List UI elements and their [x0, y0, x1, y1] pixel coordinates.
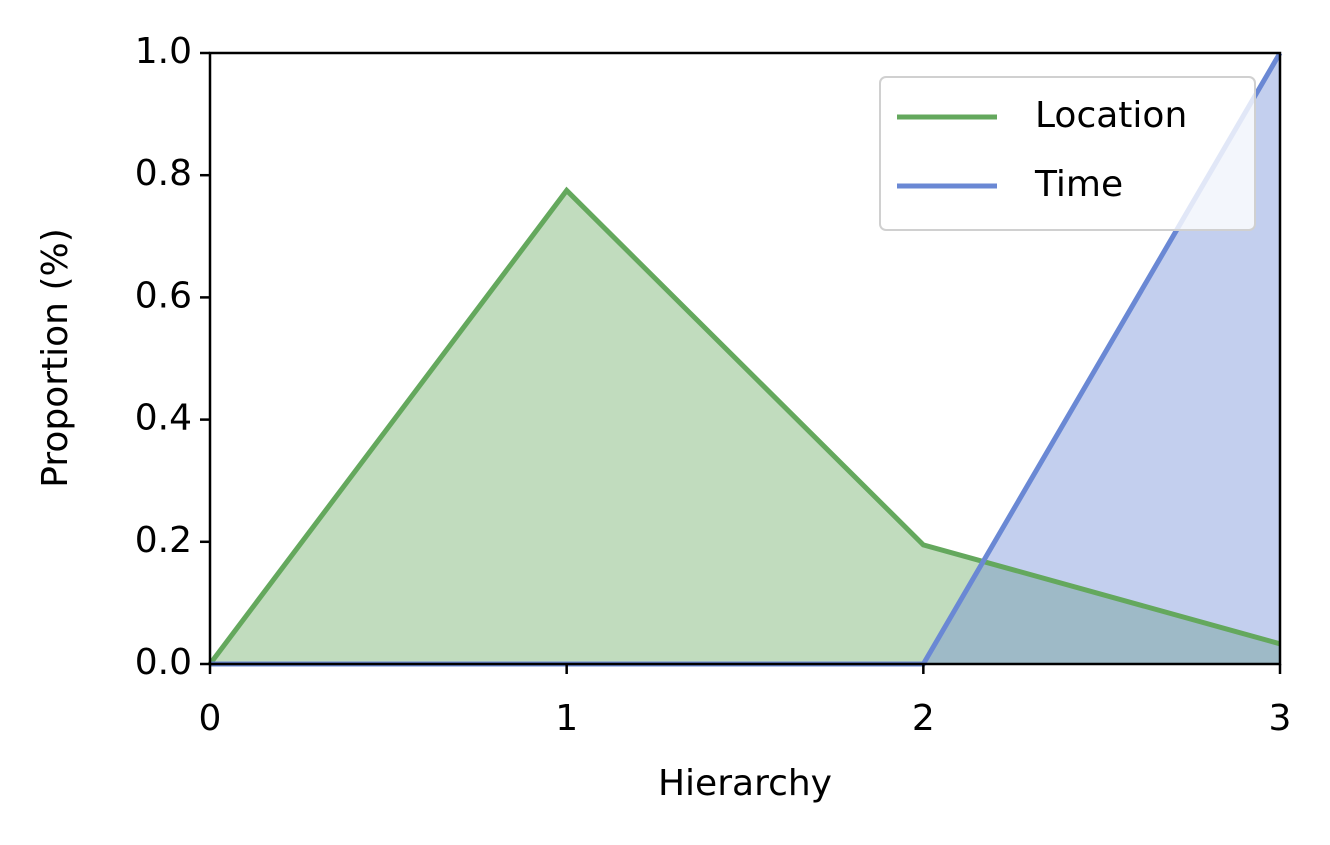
x-tick-label: 3: [1269, 698, 1292, 739]
y-axis-label: Proportion (%): [35, 228, 76, 488]
y-tick-label: 0.0: [135, 642, 192, 683]
y-tick-label: 0.6: [135, 275, 192, 316]
y-tick-label: 0.8: [135, 153, 192, 194]
plot-frame: [208, 51, 1282, 666]
line: [208, 186, 1281, 666]
x-tick-label: 0: [199, 698, 222, 739]
x-tick-label: 2: [912, 698, 935, 739]
legend-label: Location: [1035, 95, 1187, 136]
y-tick-label: 0.2: [135, 520, 192, 561]
y-tick-label: 0.4: [135, 398, 192, 439]
x-axis-label: Hierarchy: [658, 763, 832, 804]
legend-label: Time: [1034, 164, 1123, 205]
x-tick-label: 1: [555, 698, 578, 739]
y-tick-label: 1.0: [135, 31, 192, 72]
